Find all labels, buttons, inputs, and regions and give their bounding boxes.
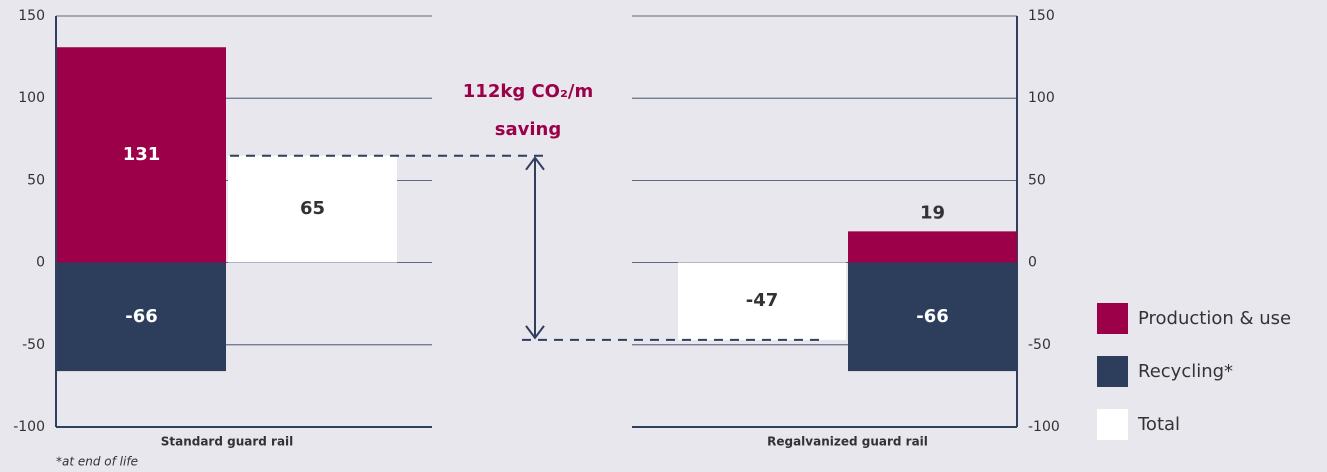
- value-label: 19: [920, 202, 945, 223]
- legend-label: Recycling*: [1138, 361, 1233, 382]
- y-tick-label: 150: [18, 8, 45, 24]
- arrow-head: [525, 156, 545, 171]
- y-tick-label: 50: [1028, 172, 1046, 188]
- y-tick-label: 0: [1028, 255, 1037, 271]
- y-tick-label: -100: [1028, 419, 1060, 435]
- bar: [678, 262, 846, 340]
- legend-swatch: [1097, 303, 1128, 334]
- value-label: -66: [125, 306, 158, 327]
- bar: [848, 231, 1017, 263]
- value-label: -47: [746, 290, 779, 311]
- legend-swatch: [1097, 356, 1128, 387]
- x-tick-label: Regalvanized guard rail: [767, 435, 928, 449]
- legend-swatch: [1097, 409, 1128, 440]
- annotation: saving: [495, 119, 561, 140]
- y-tick-label: 0: [36, 255, 45, 271]
- footnote: *at end of life: [56, 455, 138, 469]
- y-tick-label: 150: [1028, 8, 1055, 24]
- arrow-head: [525, 325, 545, 340]
- value-label: 65: [300, 198, 325, 219]
- bar: [848, 262, 1017, 372]
- y-tick-label: -50: [1028, 337, 1051, 353]
- annotation: 112kg CO₂/m: [463, 81, 593, 102]
- y-tick-label: -50: [22, 337, 45, 353]
- bar: [57, 47, 226, 263]
- bar: [228, 155, 397, 263]
- y-tick-label: 100: [1028, 90, 1055, 106]
- y-tick-label: 50: [27, 172, 45, 188]
- x-tick-label: Standard guard rail: [161, 435, 294, 449]
- bar: [57, 262, 226, 372]
- value-label: 131: [123, 144, 161, 165]
- value-label: -66: [916, 306, 949, 327]
- legend-label: Total: [1137, 414, 1180, 435]
- legend-label: Production & use: [1138, 308, 1291, 329]
- y-tick-label: -100: [13, 419, 45, 435]
- y-tick-label: 100: [18, 90, 45, 106]
